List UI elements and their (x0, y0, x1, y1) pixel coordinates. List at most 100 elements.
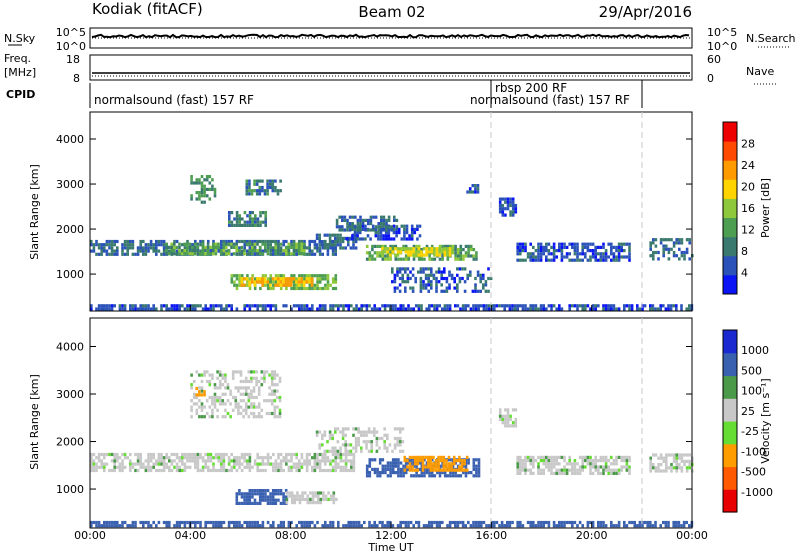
data-cell-1-5 (319, 501, 323, 505)
data-cell-1-0 (105, 462, 109, 466)
data-cell-1-10 (652, 453, 655, 457)
data-cell-1-5 (327, 491, 330, 495)
data-cell-0-15 (678, 241, 681, 245)
data-cell-1-6 (247, 395, 251, 400)
data-cell-0-14 (581, 252, 584, 256)
data-cell-1-6 (252, 402, 256, 406)
data-cell-1-11 (456, 520, 460, 525)
data-cell-0-3 (392, 227, 396, 231)
data-cell-1-2 (477, 471, 481, 475)
data-cell-1-9 (573, 468, 577, 472)
data-cell-0-3 (418, 234, 422, 238)
data-cell-0-0 (318, 249, 322, 253)
data-cell-1-6 (273, 376, 277, 380)
data-cell-0-14 (589, 255, 592, 259)
data-cell-1-3 (421, 462, 425, 466)
data-cell-0-17 (365, 307, 369, 311)
data-cell-1-10 (665, 453, 668, 457)
data-cell-0-1 (167, 252, 171, 256)
data-cell-0-14 (537, 255, 540, 259)
data-cell-0-1 (212, 249, 215, 253)
data-cell-0-0 (256, 239, 259, 244)
data-cell-0-1 (261, 242, 264, 246)
data-cell-0-3 (351, 227, 354, 231)
data-cell-0-13 (509, 200, 512, 204)
data-cell-1-6 (263, 379, 266, 384)
data-cell-0-14 (550, 245, 553, 249)
data-cell-0-4 (356, 228, 360, 232)
data-cell-0-3 (353, 237, 357, 241)
data-cell-1-4 (271, 492, 275, 496)
colorbar-tick-label: 28 (741, 138, 755, 151)
data-cell-1-0 (313, 462, 317, 466)
data-cell-0-4 (354, 225, 357, 229)
data-cell-0-16 (422, 283, 425, 287)
data-cell-1-9 (615, 468, 618, 472)
data-cell-1-2 (389, 467, 392, 471)
data-cell-0-14 (620, 249, 623, 253)
data-cell-1-6 (211, 395, 214, 400)
data-cell-0-8 (289, 283, 293, 287)
data-cell-0-14 (607, 242, 610, 246)
data-cell-1-6 (273, 399, 277, 403)
data-cell-1-8 (514, 417, 518, 422)
data-cell-0-2 (347, 243, 350, 247)
data-cell-0-13 (511, 200, 515, 204)
data-cell-1-0 (300, 462, 304, 466)
data-cell-0-10 (276, 189, 280, 193)
data-cell-0-17 (209, 304, 213, 308)
data-cell-0-7 (324, 277, 327, 281)
data-cell-0-7 (313, 274, 317, 278)
data-cell-1-10 (675, 463, 678, 467)
data-cell-0-4 (380, 218, 383, 222)
data-cell-1-4 (261, 489, 265, 493)
x-tick-label: 20:00 (576, 529, 608, 542)
data-cell-0-17 (675, 304, 678, 308)
data-cell-1-3 (458, 465, 461, 469)
data-cell-0-7 (292, 283, 296, 287)
data-cell-1-0 (149, 465, 153, 469)
data-cell-1-11 (152, 520, 155, 525)
data-cell-1-8 (509, 417, 512, 422)
data-cell-1-3 (432, 455, 435, 459)
data-cell-1-10 (649, 469, 652, 473)
noise-panel: N.Sky 10^5 10^0 10^5 10^0 N.Search (4, 26, 796, 53)
data-cell-0-13 (501, 207, 505, 211)
data-cell-0-1 (209, 252, 212, 256)
data-cell-1-0 (253, 459, 257, 463)
data-cell-1-6 (208, 415, 212, 419)
data-cell-1-4 (251, 495, 254, 499)
data-cell-0-7 (264, 283, 267, 287)
data-cell-0-8 (279, 277, 283, 281)
data-cell-1-6 (237, 408, 240, 412)
data-cell-1-0 (279, 468, 283, 473)
power-colorbar-swatches (723, 122, 737, 295)
data-cell-0-16 (393, 289, 397, 293)
data-cell-0-10 (258, 185, 262, 190)
data-cell-0-7 (230, 277, 234, 281)
data-cell-1-4 (282, 495, 285, 499)
data-cell-1-0 (220, 465, 223, 469)
data-cell-1-5 (309, 501, 312, 505)
data-cell-0-1 (178, 245, 181, 249)
data-cell-1-0 (305, 456, 309, 460)
data-cell-0-8 (240, 283, 244, 287)
data-cell-0-5 (441, 248, 444, 252)
data-cell-0-17 (459, 307, 462, 311)
data-cell-0-0 (95, 239, 98, 244)
data-cell-0-17 (373, 304, 376, 308)
data-cell-1-6 (200, 415, 204, 419)
data-cell-0-1 (225, 242, 228, 246)
data-cell-0-11 (233, 223, 236, 227)
data-cell-0-17 (373, 307, 376, 311)
data-cell-1-11 (157, 520, 161, 525)
data-cell-1-9 (516, 465, 519, 469)
data-cell-1-6 (276, 389, 279, 393)
data-cell-1-6 (213, 405, 217, 409)
data-cell-1-3 (460, 462, 464, 466)
data-cell-1-5 (301, 497, 304, 501)
data-cell-1-0 (251, 465, 254, 469)
data-cell-1-1 (393, 427, 397, 431)
data-cell-0-17 (368, 304, 371, 308)
data-cell-1-1 (399, 443, 402, 447)
